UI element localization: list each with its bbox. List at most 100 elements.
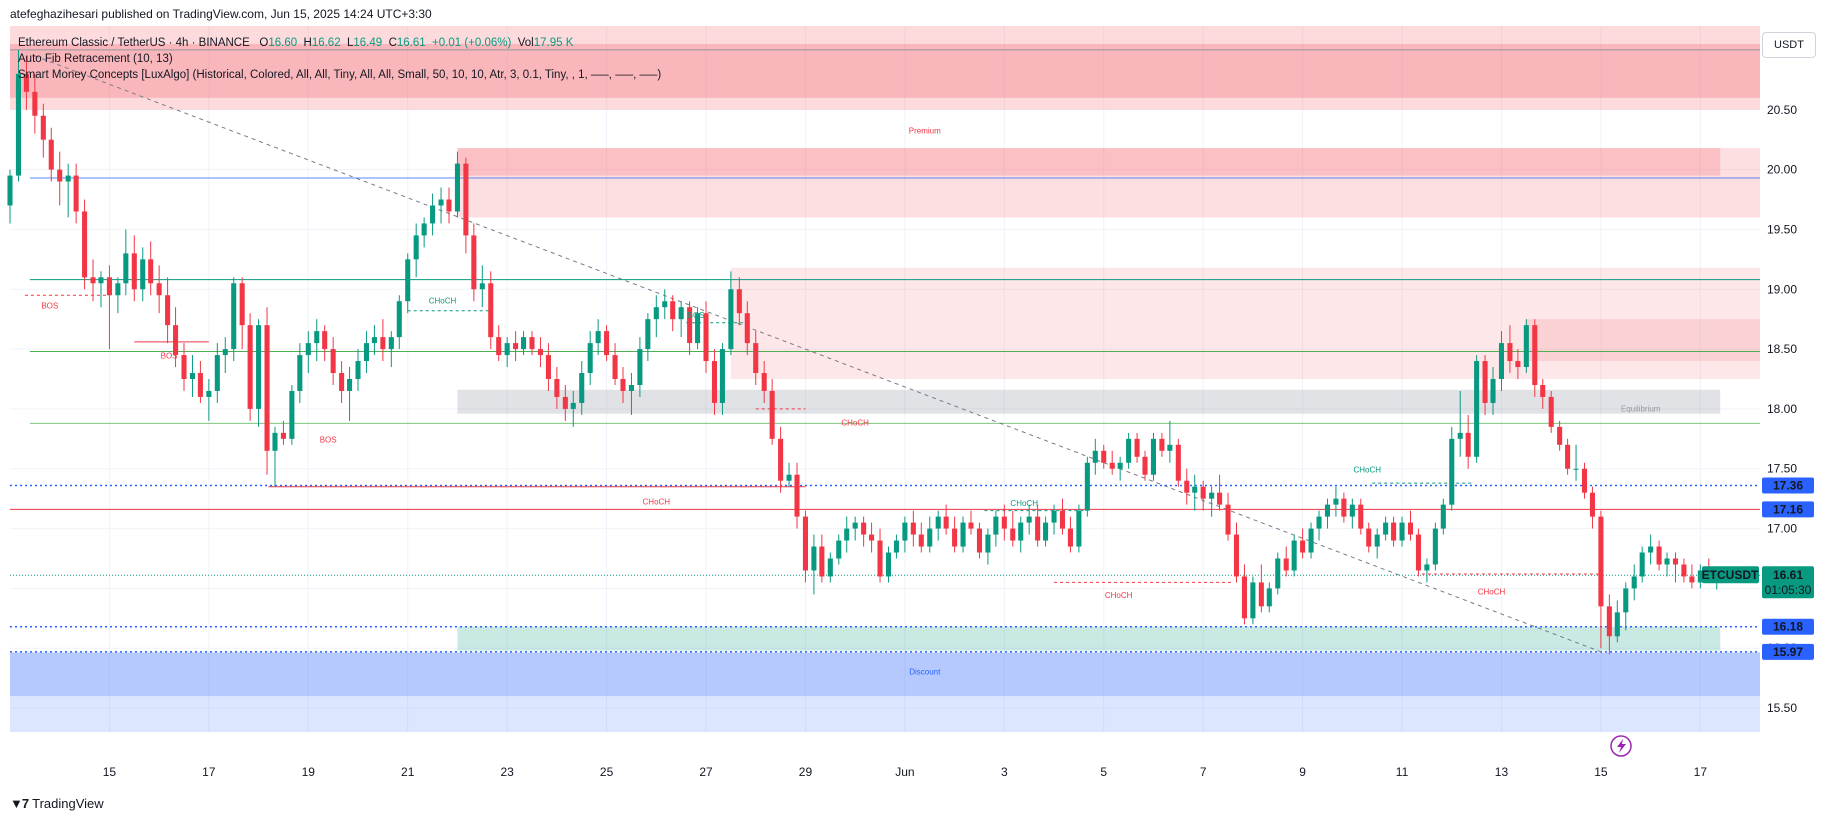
candle-body [280, 432, 286, 439]
candle [1316, 510, 1322, 541]
candle-body [239, 283, 245, 326]
structure-label: BOS [320, 435, 337, 444]
candle [7, 169, 13, 224]
candle-body [1407, 522, 1414, 535]
candle [413, 223, 419, 278]
candle [1424, 558, 1430, 583]
candle-body [595, 331, 601, 344]
candle [1233, 522, 1240, 583]
premium-zone-inner [457, 148, 1721, 176]
candle-body [1134, 438, 1140, 457]
candle-body [1440, 504, 1446, 529]
candle [1109, 450, 1115, 475]
y-tick-label: 19.50 [1767, 222, 1797, 236]
candle-body [802, 516, 808, 571]
indicator-fib[interactable]: Auto Fib Retracement (10, 13) [18, 53, 173, 65]
candle [1366, 522, 1372, 553]
candle-body [330, 349, 336, 374]
candle-body [314, 331, 320, 344]
candle [521, 331, 527, 356]
candle [1300, 528, 1306, 559]
candle [1250, 576, 1256, 625]
candle-body [587, 343, 593, 374]
candle-body [1681, 564, 1687, 577]
candle [222, 337, 228, 374]
candle-body [1623, 588, 1629, 613]
candle-body [761, 373, 767, 391]
candle-body [935, 516, 941, 529]
candle-body [156, 283, 162, 296]
candle-body [1192, 486, 1198, 493]
candle-body [504, 343, 510, 356]
structure-label: CHoCH [643, 498, 671, 507]
tradingview-brand[interactable]: ▼7 TradingView [10, 796, 104, 811]
candle-body [1076, 510, 1082, 547]
indicator-smc[interactable]: Smart Money Concepts [LuxAlgo] (Historic… [18, 69, 662, 81]
candle [1026, 504, 1032, 535]
price-label: 17.36 [1773, 478, 1803, 492]
candle [1540, 379, 1546, 409]
candle [1465, 414, 1471, 469]
candle [98, 271, 104, 308]
candle-body [1258, 582, 1264, 607]
volume-label: Vol [517, 37, 534, 49]
candle [1291, 534, 1297, 577]
discount-label: Discount [909, 668, 941, 677]
candle [612, 343, 618, 385]
candle-body [322, 331, 328, 350]
candle [968, 510, 974, 535]
x-tick-label: 3 [1001, 765, 1008, 779]
currency-button[interactable]: USDT [1762, 32, 1816, 58]
candle-body [620, 379, 626, 391]
candle [1084, 456, 1090, 517]
candle-body [1200, 486, 1206, 499]
candle-body [1266, 588, 1272, 607]
candle [1498, 331, 1505, 391]
candle-body [355, 361, 361, 379]
candle [1225, 492, 1231, 541]
structure-label: CHoCH [429, 297, 457, 306]
candle [1067, 516, 1073, 553]
candle-body [1573, 468, 1579, 470]
premium-zone-top [10, 26, 1760, 110]
candle [1639, 546, 1645, 583]
candle [778, 426, 784, 493]
axes: 15.5016.0016.5017.0017.5018.0018.5019.00… [103, 43, 1814, 779]
candle-body [1474, 361, 1480, 457]
candle-body [1391, 522, 1397, 541]
candle [753, 331, 759, 385]
candle [463, 157, 469, 254]
candle [115, 277, 121, 314]
candle-body [1515, 361, 1521, 368]
candle [330, 337, 336, 385]
symbol-title[interactable]: Ethereum Classic / TetherUS · 4h · BINAN… [18, 37, 250, 49]
candle [173, 307, 179, 368]
candle-body [852, 522, 858, 529]
candle [1457, 390, 1463, 457]
candle-body [463, 163, 469, 236]
candle-body [1035, 516, 1041, 541]
ohlc-high: 16.62 [311, 37, 341, 49]
candle [297, 343, 303, 403]
candle [1051, 504, 1057, 535]
candle-body [579, 373, 585, 403]
candle-body [496, 337, 502, 356]
candle [1474, 355, 1480, 463]
candle [1415, 528, 1421, 577]
candle [1092, 438, 1098, 475]
candle [1217, 474, 1223, 511]
candle [488, 271, 494, 350]
candle [1449, 426, 1455, 511]
candle [239, 277, 245, 350]
candle-body [653, 307, 659, 320]
candle [1432, 522, 1438, 571]
candle-body [347, 379, 353, 391]
candle [719, 343, 725, 415]
candle [861, 516, 867, 547]
candle-body [479, 283, 485, 290]
candle [604, 325, 610, 362]
candle [620, 367, 626, 403]
structure-label: BOS [161, 352, 178, 361]
lightning-icon[interactable] [1610, 735, 1632, 757]
